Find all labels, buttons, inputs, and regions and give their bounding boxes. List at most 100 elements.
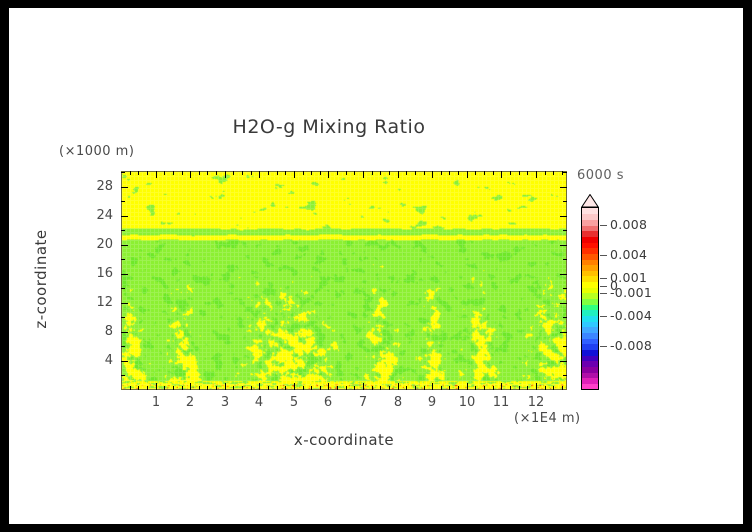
y-axis-tick-label: 4 [104,353,113,368]
x-axis-tick [372,386,373,390]
x-axis-tick [389,171,390,175]
colorbar-band [582,224,598,232]
x-axis-tick [424,386,425,390]
x-axis-tick-label: 9 [427,395,437,410]
x-axis-tick [510,386,511,390]
x-axis-tick-label: 2 [185,395,195,410]
x-axis-tick-label: 8 [393,395,403,410]
x-axis-tick [207,386,208,390]
colorbar-label: -0.004 [610,308,653,323]
heatmap-plot-area[interactable] [121,171,567,390]
x-axis-tick [216,386,217,390]
y-axis-tick [560,187,567,188]
x-axis-tick [562,386,563,390]
x-axis-tick [199,386,200,390]
x-axis-tick-label: 12 [527,395,545,410]
plot-canvas: H2O-g Mixing Ratio (×1000 m) 1 2 3 4 5 6 7 8 9 10… [9,8,743,524]
y-axis-tick-label: 12 [96,295,113,310]
x-axis-tick [424,171,425,175]
x-axis-tick [415,171,416,175]
x-axis-tick [233,171,234,175]
heatmap-field [122,172,566,389]
x-axis-tick [553,386,554,390]
y-axis-tick [563,172,567,173]
time-annotation: 6000 s [577,168,624,183]
x-axis-tick-label: 1 [151,395,161,410]
x-axis-tick [527,386,528,390]
x-axis-unit-label: (×1E4 m) [514,411,581,426]
colorbar-label: 0.004 [610,247,648,262]
x-axis-tick [536,171,537,178]
x-axis-tick [190,383,191,390]
x-axis-tick [259,383,260,390]
colorbar-band [582,219,598,226]
x-axis-tick [406,171,407,175]
x-axis-tick [138,171,139,175]
colorbar-band [582,270,598,277]
x-axis-tick-label: 10 [458,395,476,410]
x-axis-tick [303,386,304,390]
colorbar-band [582,366,598,373]
y-axis-tick [560,303,567,304]
x-axis-tick-label: 3 [220,395,230,410]
colorbar-band [582,292,598,300]
colorbar-label: 0.008 [610,217,648,232]
x-axis-tick [259,171,260,178]
colorbar-label: 0 [610,278,619,293]
colorbar-band [582,208,598,215]
y-axis-tick [563,346,567,347]
x-axis-tick [277,386,278,390]
y-axis-tick-label: 8 [104,324,113,339]
y-axis-tick [121,187,128,188]
y-axis-tick [563,317,567,318]
x-axis-tick [406,386,407,390]
y-axis-tick [121,216,128,217]
x-axis-tick [501,383,502,390]
y-axis-tick [563,230,567,231]
x-axis-tick [147,171,148,175]
x-axis-tick [233,386,234,390]
colorbar-band [582,281,598,288]
y-axis-tick [121,303,128,304]
y-axis-tick [563,259,567,260]
colorbar-tick [600,293,607,294]
colorbar-label: 0.001 [610,270,648,285]
colorbar-band [582,213,598,220]
colorbar-band [582,332,598,339]
x-axis-tick [328,383,329,390]
colorbar-band [582,298,598,305]
x-axis-tick [182,171,183,175]
x-axis-tick-label: 5 [289,395,299,410]
y-axis-tick [560,361,567,362]
x-axis-tick [164,386,165,390]
colorbar-label: -0.008 [610,338,653,353]
y-axis-tick [121,245,128,246]
colorbar-gradient [581,207,599,390]
colorbar-band [582,383,598,389]
x-axis-tick [545,171,546,175]
x-axis-tick [449,171,450,175]
x-axis-tick [199,171,200,175]
x-axis-tick [475,386,476,390]
x-axis-tick [398,171,399,178]
x-axis-tick-label: 11 [492,395,510,410]
colorbar-band [582,326,598,334]
x-axis-tick [441,171,442,175]
x-axis-tick [130,386,131,390]
y-axis-tick [121,201,125,202]
x-axis-tick [173,386,174,390]
x-axis-tick [449,386,450,390]
colorbar-tick [600,346,607,347]
colorbar[interactable] [581,194,599,390]
x-axis-tick-label: 7 [358,395,368,410]
colorbar-band [582,321,598,328]
x-axis-tick [493,386,494,390]
colorbar-band [582,338,598,345]
y-axis-tick [563,201,567,202]
colorbar-band [582,241,598,249]
x-axis-tick [475,171,476,175]
x-axis-tick [354,386,355,390]
colorbar-band [582,275,598,283]
page-title: H2O-g Mixing Ratio [232,116,426,138]
y-axis-tick [563,375,567,376]
